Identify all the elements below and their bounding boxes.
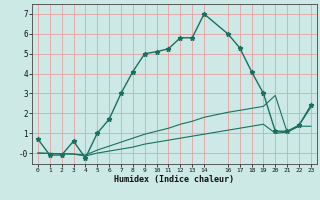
X-axis label: Humidex (Indice chaleur): Humidex (Indice chaleur): [115, 175, 234, 184]
